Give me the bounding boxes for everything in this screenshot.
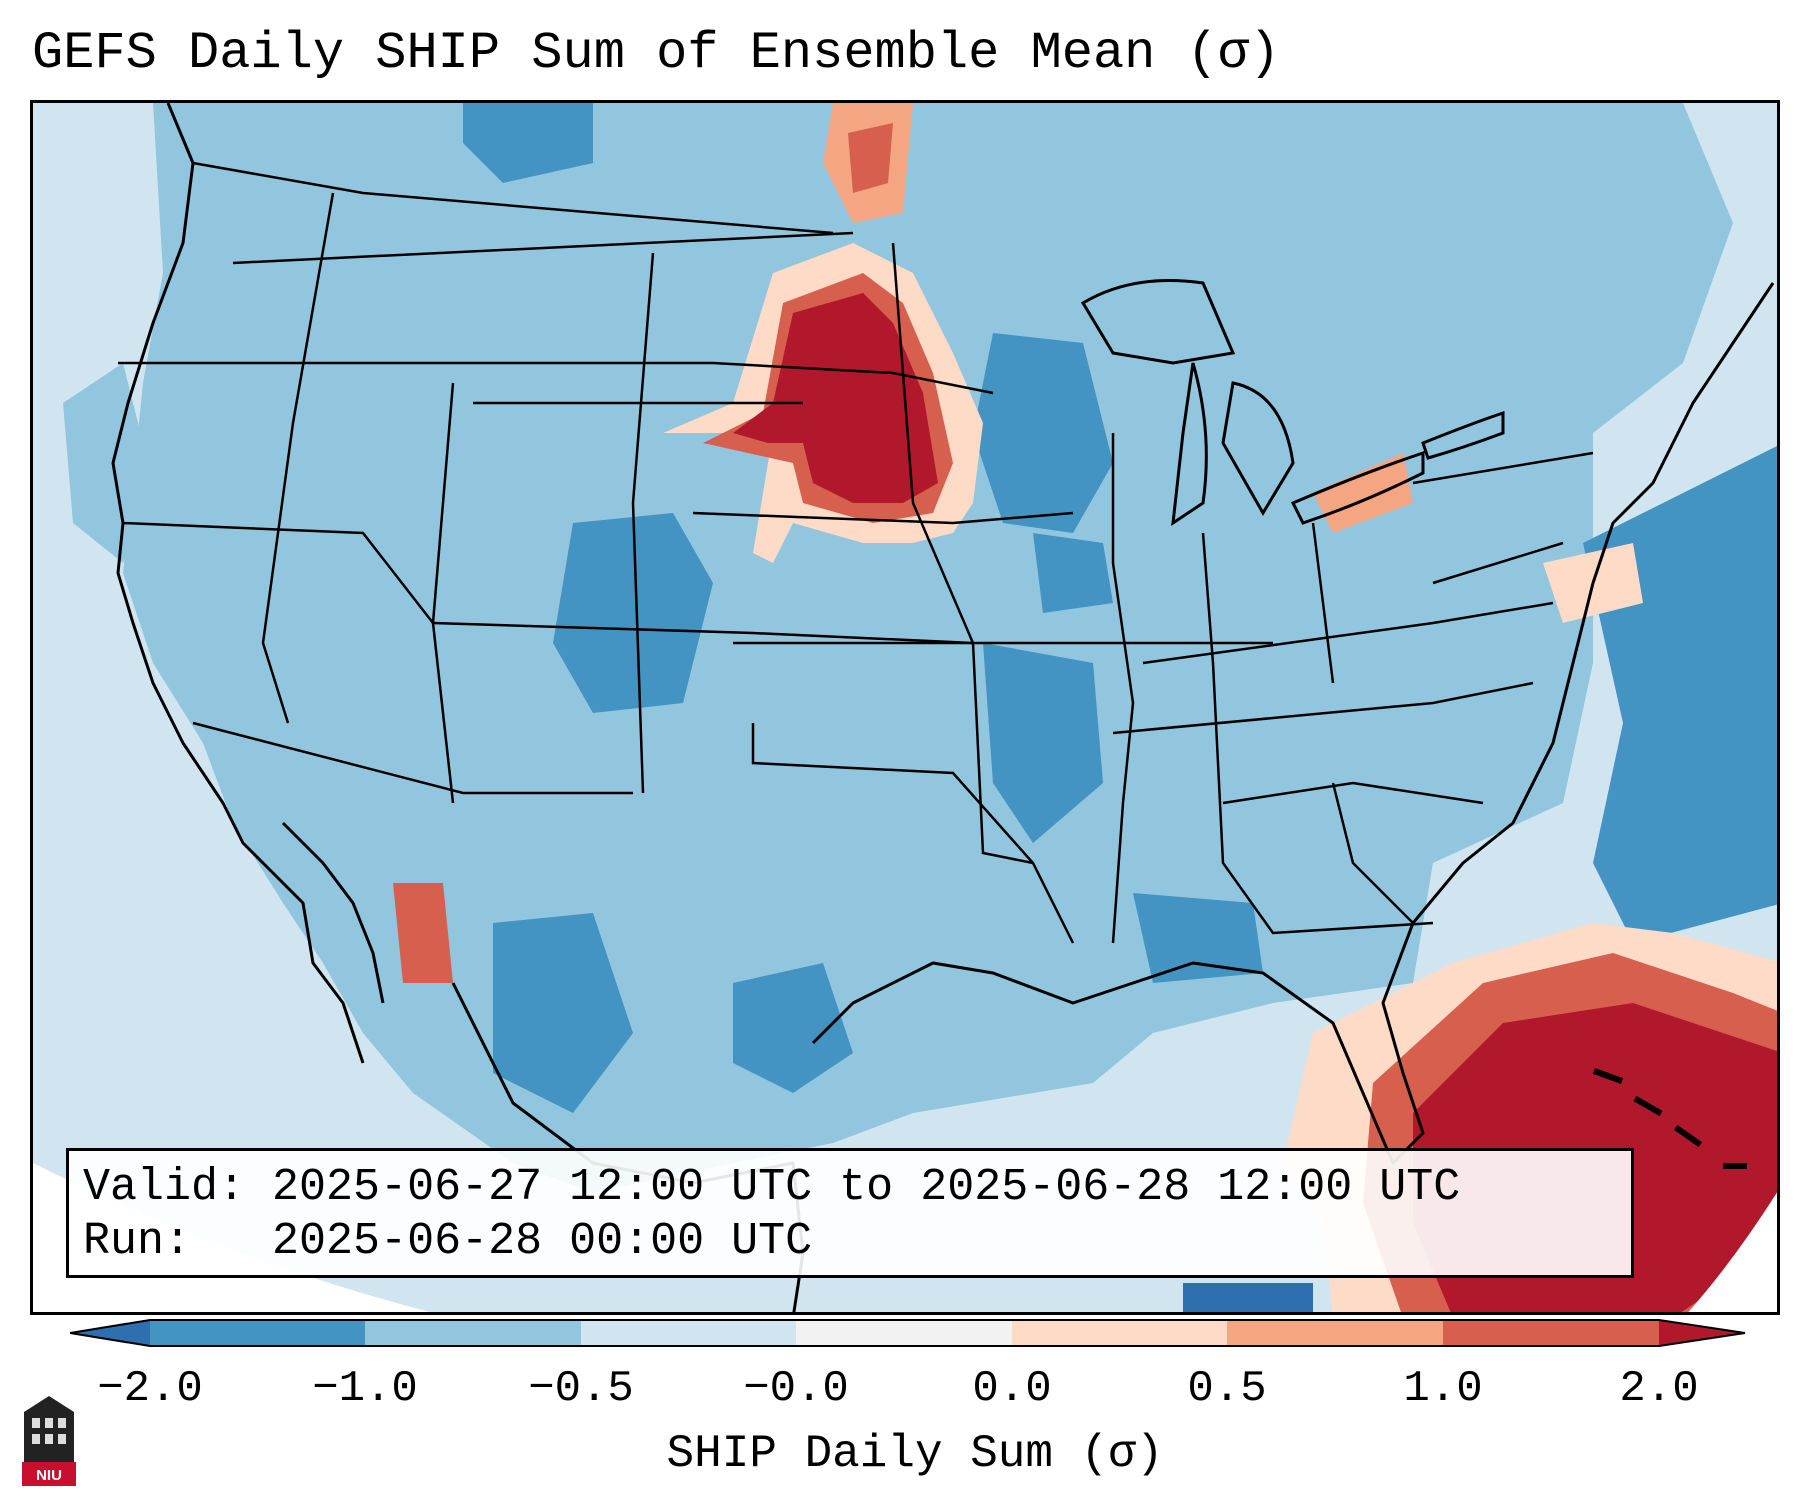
canada-negative-patch <box>463 103 593 183</box>
colorbar-tick: −0.5 <box>528 1364 634 1414</box>
run-line: Run: 2025-06-28 00:00 UTC <box>83 1215 1617 1269</box>
lake-erie-positive <box>1313 453 1413 533</box>
great-lakes <box>1080 279 1505 527</box>
colorbar-segment <box>1227 1320 1443 1346</box>
colorbar-tick: 0.5 <box>1187 1364 1267 1414</box>
colorbar-tick: −1.0 <box>312 1364 418 1414</box>
colorbar-segment <box>581 1320 796 1346</box>
colorbar-min-extend <box>70 1320 150 1346</box>
colorbar-tick: 0.0 <box>972 1364 1052 1414</box>
colorbar-label: SHIP Daily Sum (σ) <box>666 1428 1164 1480</box>
deep-negative-patch <box>1183 1283 1313 1312</box>
colorbar-segment <box>150 1320 365 1346</box>
ship-field-map <box>33 103 1777 1312</box>
map-panel <box>30 100 1780 1315</box>
colorbar-segment <box>1443 1320 1659 1346</box>
colorado-negative-patch <box>553 513 713 713</box>
caribbean-islands <box>1592 1068 1747 1169</box>
gulf-coast-negative-patch <box>1133 893 1263 983</box>
colorbar-tick: 2.0 <box>1619 1364 1699 1414</box>
colorbar-tick: −0.0 <box>743 1364 849 1414</box>
map-title: GEFS Daily SHIP Sum of Ensemble Mean (σ) <box>32 24 1281 83</box>
logo-badge <box>22 1462 76 1486</box>
run-label: Run: <box>83 1216 192 1267</box>
colorbar <box>70 1319 1746 1347</box>
valid-line: Valid: 2025-06-27 12:00 UTC to 2025-06-2… <box>83 1161 1617 1215</box>
state-borders <box>118 161 1594 944</box>
baja-positive <box>393 883 453 983</box>
colorbar-tick: −2.0 <box>97 1364 203 1414</box>
colorbar-outline <box>70 1319 1746 1347</box>
colorbar-segment <box>1012 1320 1227 1346</box>
valid-label: Valid: <box>83 1162 246 1213</box>
pacific-negative-patch <box>63 363 153 563</box>
valid-end: 2025-06-28 12:00 UTC <box>920 1162 1461 1213</box>
logo-tower <box>24 1396 74 1462</box>
projection-edge-east <box>1688 1192 1777 1312</box>
colorbar-tick: 1.0 <box>1403 1364 1483 1414</box>
iowa-negative-patch <box>1033 533 1113 613</box>
logo-text: NIU <box>36 1467 62 1484</box>
valid-time-box: Valid: 2025-06-27 12:00 UTC to 2025-06-2… <box>66 1148 1634 1278</box>
colorbar-max-extend <box>1659 1320 1745 1346</box>
arkansas-negative-patch <box>983 643 1103 843</box>
niu-logo: NIU <box>22 1396 76 1486</box>
mexico-negative-patch <box>493 913 633 1113</box>
wisconsin-negative-patch <box>973 333 1113 533</box>
colorbar-segment <box>365 1320 581 1346</box>
plains-strong-positive <box>733 293 938 503</box>
valid-to: to <box>839 1162 894 1213</box>
canada-positive-core <box>848 123 893 193</box>
valid-start: 2025-06-27 12:00 UTC <box>272 1162 813 1213</box>
texas-negative-patch <box>733 963 853 1093</box>
run-time: 2025-06-28 00:00 UTC <box>272 1216 813 1267</box>
colorbar-segment <box>796 1320 1012 1346</box>
